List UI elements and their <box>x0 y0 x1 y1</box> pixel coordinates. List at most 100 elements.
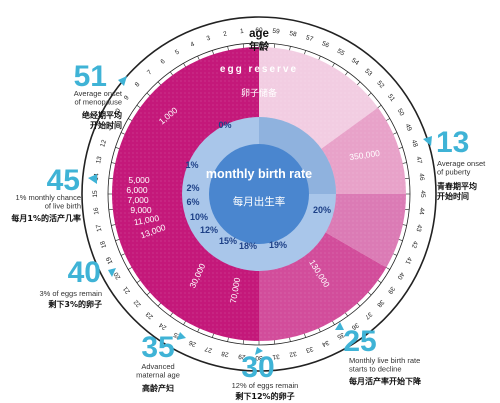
age-tick-label: 60 <box>255 27 263 34</box>
age-tick-label: 19 <box>105 255 114 265</box>
birth-rate-center <box>209 144 309 244</box>
callout-40-label: 3% of eggs remain <box>39 289 102 298</box>
age-tick-label: 18 <box>99 240 108 249</box>
age-tick-label: 48 <box>410 139 419 148</box>
egg-reserve-title-zh: 卵子储备 <box>241 87 277 99</box>
age-tick-label: 2 <box>223 30 228 38</box>
callout-30: 30 12% of eggs remain 剩下12%的卵子 <box>232 351 299 401</box>
egg-label-7000: 7,000 <box>127 195 149 205</box>
age-tick-label: 13 <box>95 155 103 164</box>
callout-51-label-zh: 绝经期平均开始时间 <box>82 110 122 130</box>
callout-markers <box>88 76 432 355</box>
callout-35-number: 35 <box>141 331 174 364</box>
age-tick-label: 31 <box>272 353 280 361</box>
egg-label-350000: 350,000 <box>349 148 381 162</box>
age-tick-label: 30 <box>255 354 263 361</box>
callout-51-number: 51 <box>74 60 107 93</box>
age-tick-label: 40 <box>395 271 405 281</box>
age-axis-title-zh: 年龄 <box>249 40 270 53</box>
age-tick-label: 11 <box>105 123 114 132</box>
age-tick-label: 53 <box>363 68 373 78</box>
age-tick-label: 43 <box>414 224 422 233</box>
age-tick-label: 20 <box>113 270 123 280</box>
birth-rate-labels: 0% 1% 2% 6% 10% 12% 15% 18% 19% 20% <box>185 120 331 251</box>
callout-45-label-zh: 每月1%的活产几率 <box>11 213 81 223</box>
egg-reserve-title: egg reserve <box>220 64 298 75</box>
callout-25: 25 Monthly live birth rate starts to decl… <box>343 325 422 386</box>
age-tick-label: 23 <box>144 310 154 320</box>
rate-label-0: 0% <box>218 120 231 130</box>
age-tick-label: 47 <box>415 156 423 165</box>
marker-40 <box>108 268 116 277</box>
callout-13-label-zh: 青春期平均开始时间 <box>437 181 477 201</box>
age-tick-label: 27 <box>204 345 213 354</box>
age-tick-label: 26 <box>188 338 198 347</box>
egg-label-5000: 5,000 <box>128 175 150 185</box>
age-tick-label: 21 <box>122 285 132 295</box>
age-tick-label: 24 <box>158 321 168 331</box>
age-tick-label: 42 <box>410 240 419 249</box>
callout-35-label: Advanced maternal age <box>136 362 180 380</box>
age-tick-label: 28 <box>220 349 229 357</box>
callout-13-number: 13 <box>436 126 469 159</box>
age-tick-label: 10 <box>113 107 123 117</box>
callout-25-number: 25 <box>343 325 376 358</box>
callout-13: 13 Average onset of puberty 青春期平均开始时间 <box>436 126 486 201</box>
marker-13 <box>423 136 432 146</box>
rate-label-20: 20% <box>313 205 331 215</box>
age-tick-label: 9 <box>123 94 131 101</box>
age-tick-label: 52 <box>375 80 385 90</box>
callout-51-label: Average onset of menopause <box>74 89 123 107</box>
callout-13-label: Average onset of puberty <box>437 159 486 177</box>
age-tick-label: 35 <box>335 331 345 341</box>
age-tick-label: 25 <box>172 330 182 340</box>
birth-rate-title-zh: 每月出生率 <box>233 195 286 208</box>
age-tick-label: 44 <box>418 207 426 215</box>
age-tick-label: 57 <box>305 34 314 43</box>
egg-label-11000: 11,000 <box>133 213 160 227</box>
callout-45-label: 1% monthly chance of live birth <box>16 193 81 211</box>
callout-40-label-zh: 剩下3%的卵子 <box>48 299 102 309</box>
age-tick-label: 41 <box>403 256 412 266</box>
egg-label-6000: 6,000 <box>126 185 148 195</box>
age-axis-title: age <box>249 28 269 40</box>
age-tick-label: 54 <box>350 57 360 67</box>
marker-45 <box>88 174 97 184</box>
marker-51 <box>118 76 127 86</box>
age-tick-label: 37 <box>363 310 373 320</box>
marker-30 <box>255 347 263 355</box>
callout-40-number: 40 <box>68 256 101 289</box>
age-tick-label: 49 <box>404 123 413 133</box>
age-tick-label: 46 <box>418 173 426 181</box>
marker-25 <box>335 322 344 330</box>
age-tick-label: 59 <box>272 28 280 36</box>
age-tick-label: 3 <box>206 35 212 43</box>
age-tick-label: 39 <box>386 285 396 295</box>
age-tick-label: 34 <box>320 339 330 348</box>
rate-label-19: 19% <box>269 240 287 250</box>
age-tick-label: 4 <box>190 41 197 49</box>
age-tick-label: 51 <box>386 93 396 103</box>
age-tick-label: 38 <box>375 298 385 308</box>
callout-30-label: 12% of eggs remain <box>232 381 299 390</box>
callout-35-label-zh: 高龄产妇 <box>142 383 174 393</box>
age-tick-label: 58 <box>289 30 298 38</box>
age-tick-label: 32 <box>288 350 297 358</box>
age-tick-label: 16 <box>93 207 101 215</box>
egg-label-70000: 70,000 <box>228 277 242 305</box>
age-tick-label: 8 <box>134 81 142 89</box>
age-tick-label: 33 <box>305 345 314 354</box>
age-tick-label: 45 <box>419 190 426 198</box>
marker-35 <box>177 332 186 340</box>
rate-label-10: 10% <box>190 212 208 222</box>
rate-label-2: 2% <box>186 183 199 193</box>
callout-35: 35 Advanced maternal age 高龄产妇 <box>136 331 180 393</box>
callout-51: 51 Average onset of menopause 绝经期平均开始时间 <box>74 60 123 130</box>
callout-25-label: Monthly live birth rate starts to decline <box>349 356 420 374</box>
callout-30-number: 30 <box>241 351 274 384</box>
rate-label-6: 6% <box>186 197 199 207</box>
callout-45-number: 45 <box>47 164 80 197</box>
rate-label-1: 1% <box>185 160 198 170</box>
age-tick-labels: 60 59 58 5756555453525150494847464544434241… <box>92 27 426 361</box>
